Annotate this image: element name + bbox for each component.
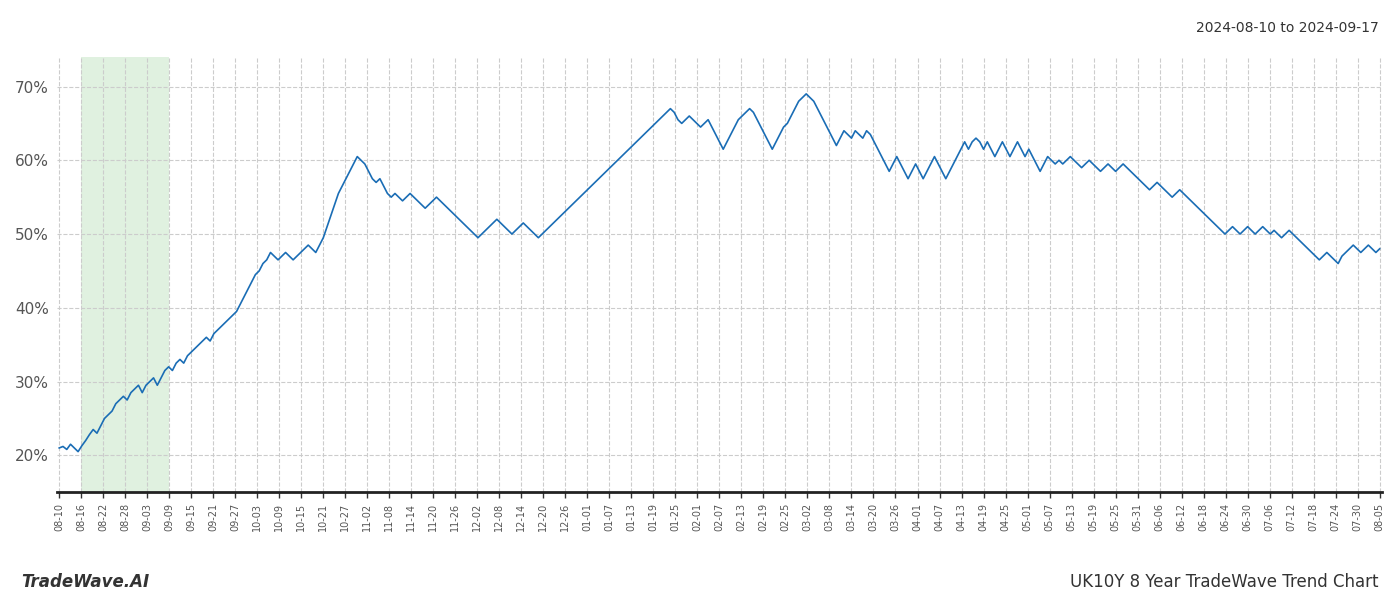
Text: 2024-08-10 to 2024-09-17: 2024-08-10 to 2024-09-17 — [1196, 21, 1379, 35]
Text: UK10Y 8 Year TradeWave Trend Chart: UK10Y 8 Year TradeWave Trend Chart — [1071, 573, 1379, 591]
Text: TradeWave.AI: TradeWave.AI — [21, 573, 150, 591]
Bar — [81, 57, 169, 492]
